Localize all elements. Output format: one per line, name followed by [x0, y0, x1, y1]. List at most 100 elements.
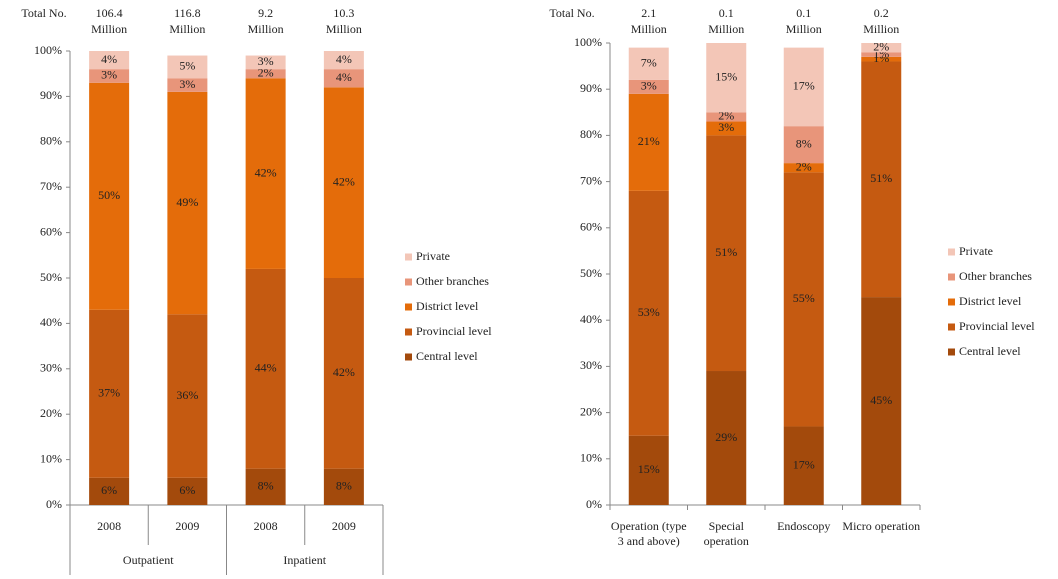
- total-unit: Million: [169, 22, 205, 36]
- value-label: 3%: [101, 68, 117, 82]
- legend-swatch: [948, 298, 955, 306]
- value-label: 17%: [793, 79, 815, 93]
- value-label: 29%: [715, 430, 737, 444]
- legend-swatch: [948, 348, 955, 356]
- total-value: 116.8: [174, 6, 201, 20]
- value-label: 51%: [870, 171, 892, 185]
- x-tick-label: Operation (type 3 and above): [610, 519, 687, 548]
- bar-segment: [323, 468, 364, 505]
- y-tick-label: 70%: [580, 173, 602, 187]
- bar-segment: [245, 78, 286, 269]
- bar-segment: [783, 163, 824, 173]
- bar-segment: [861, 297, 902, 505]
- y-tick-label: 30%: [40, 361, 62, 375]
- legend-label: Central level: [959, 344, 1021, 358]
- x-tick-label: 2008: [254, 519, 278, 533]
- value-label: 15%: [715, 69, 737, 83]
- value-label: 3%: [641, 79, 657, 93]
- bar-segment: [245, 268, 286, 469]
- y-tick-label: 60%: [40, 224, 62, 238]
- value-label: 6%: [179, 483, 195, 497]
- total-unit: Million: [248, 22, 284, 36]
- total-value: 10.3: [333, 6, 354, 20]
- x-tick-label: Endoscopy: [777, 519, 831, 533]
- x-tick-label: Special operation: [703, 519, 749, 548]
- x-tick-label: 2009: [175, 519, 199, 533]
- bar-segment: [628, 435, 669, 505]
- value-label: 50%: [98, 188, 120, 202]
- total-unit: Million: [708, 22, 744, 36]
- legend-label: Central level: [416, 349, 478, 363]
- value-label: 17%: [793, 457, 815, 471]
- value-label: 42%: [333, 174, 355, 188]
- bar-segment: [706, 121, 747, 136]
- bar-segment: [628, 93, 669, 191]
- y-tick-label: 50%: [580, 266, 602, 280]
- value-label: 3%: [258, 54, 274, 68]
- total-value: 0.1: [719, 6, 734, 20]
- bar-segment: [861, 43, 902, 53]
- value-label: 4%: [336, 52, 352, 66]
- bar-segment: [89, 51, 130, 70]
- bar-segment: [628, 79, 669, 94]
- y-tick-label: 20%: [40, 406, 62, 420]
- legend-swatch: [948, 323, 955, 331]
- value-label: 8%: [796, 136, 812, 150]
- value-label: 51%: [715, 245, 737, 259]
- total-value: 0.2: [874, 6, 889, 20]
- value-label: 15%: [638, 462, 660, 476]
- total-unit: Million: [863, 22, 899, 36]
- value-label: 44%: [255, 361, 277, 375]
- bar-segment: [167, 91, 208, 315]
- total-unit: Million: [91, 22, 127, 36]
- legend-swatch: [405, 328, 412, 336]
- bar-segment: [783, 47, 824, 127]
- value-label: 6%: [101, 483, 117, 497]
- bar-segment: [861, 56, 902, 62]
- y-tick-label: 30%: [580, 358, 602, 372]
- x-tick-label: 2008: [97, 519, 121, 533]
- legend-label: Other branches: [416, 274, 489, 288]
- bar-segment: [783, 126, 824, 164]
- group-label: Inpatient: [283, 553, 326, 567]
- y-tick-label: 10%: [40, 451, 62, 465]
- bar-segment: [861, 61, 902, 298]
- bar-segment: [706, 43, 747, 113]
- bar-segment: [323, 278, 364, 469]
- total-unit: Million: [326, 22, 362, 36]
- y-tick-label: 90%: [40, 88, 62, 102]
- total-value: 2.1: [641, 6, 656, 20]
- value-label: 3%: [718, 120, 734, 134]
- total-label: Total No.: [549, 6, 594, 20]
- total-value: 0.1: [796, 6, 811, 20]
- value-label: 8%: [336, 479, 352, 493]
- y-tick-label: 0%: [46, 497, 62, 511]
- bar-segment: [323, 69, 364, 88]
- value-label: 45%: [870, 393, 892, 407]
- bar-segment: [167, 314, 208, 478]
- value-label: 3%: [179, 77, 195, 91]
- y-tick-label: 90%: [580, 81, 602, 95]
- bar-segment: [706, 371, 747, 505]
- bar-segment: [89, 477, 130, 505]
- legend-label: District level: [416, 299, 479, 313]
- value-label: 36%: [176, 388, 198, 402]
- value-label: 21%: [638, 134, 660, 148]
- value-label: 49%: [176, 195, 198, 209]
- bar-segment: [89, 309, 130, 478]
- value-label: 37%: [98, 386, 120, 400]
- value-label: 2%: [873, 39, 889, 53]
- value-label: 4%: [101, 52, 117, 66]
- value-label: 42%: [255, 165, 277, 179]
- legend-label: Provincial level: [959, 319, 1035, 333]
- total-label: Total No.: [21, 6, 66, 20]
- y-tick-label: 100%: [574, 35, 602, 49]
- y-tick-label: 70%: [40, 179, 62, 193]
- x-tick-label: 2009: [332, 519, 356, 533]
- value-label: 8%: [258, 479, 274, 493]
- bar-segment: [706, 112, 747, 122]
- total-unit: Million: [631, 22, 667, 36]
- legend-swatch: [405, 353, 412, 361]
- bar-segment: [89, 69, 130, 83]
